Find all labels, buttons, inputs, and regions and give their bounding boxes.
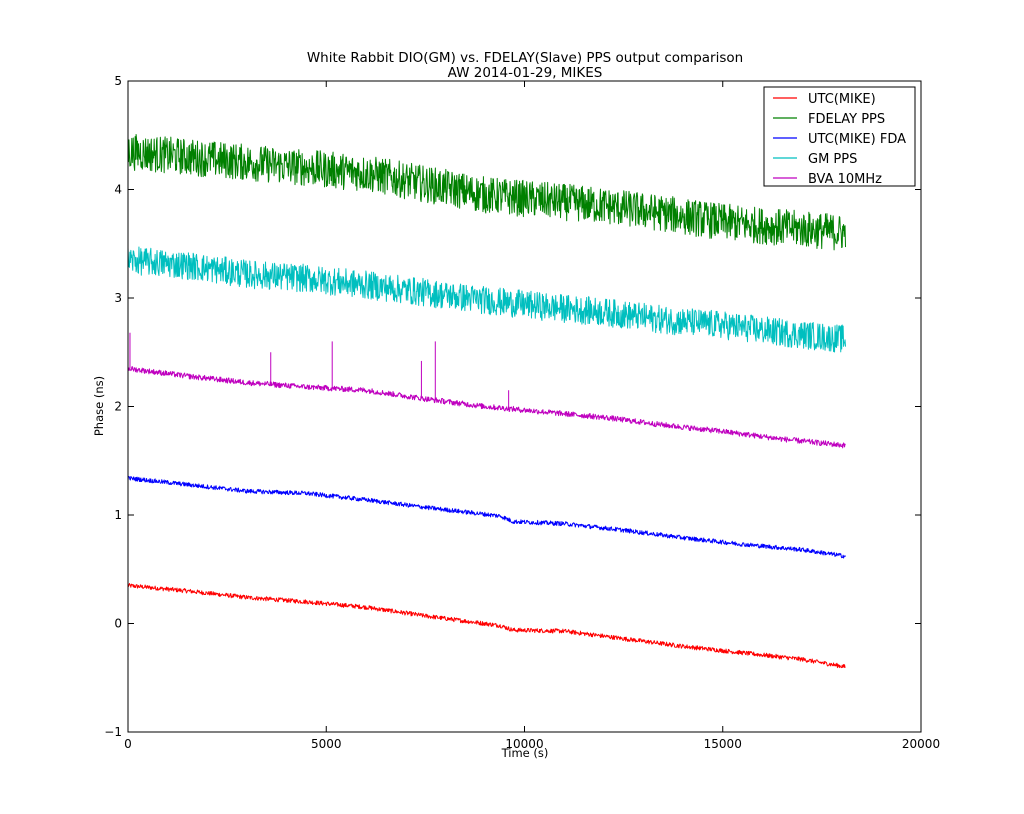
y-tick-label: 5 (114, 74, 122, 88)
y-tick-label: 1 (114, 508, 122, 522)
legend-label: FDELAY PPS (808, 112, 885, 127)
legend-label: GM PPS (808, 152, 857, 167)
x-tick-label: 20000 (902, 737, 940, 751)
series-line-2 (127, 475, 846, 559)
legend: UTC(MIKE) FDELAY PPS UTC(MIKE) FDA GM PPS BV… (763, 86, 916, 187)
series-line-4 (127, 366, 846, 449)
series-line-1 (127, 134, 847, 251)
y-tick-label: −1 (104, 725, 122, 739)
x-tick-label: 5000 (311, 737, 342, 751)
plot-area (127, 134, 847, 669)
series-line-3 (127, 246, 847, 353)
y-axis-label: Phase (ns) (92, 376, 106, 436)
y-tick-label: 4 (114, 183, 122, 197)
x-tick-label: 15000 (704, 737, 742, 751)
x-tick-label: 0 (124, 737, 132, 751)
chart-subtitle: AW 2014-01-29, MIKES (448, 65, 603, 81)
y-tick-label: 3 (114, 291, 122, 305)
legend-label: UTC(MIKE) FDA (808, 132, 906, 147)
legend-label: UTC(MIKE) (808, 92, 876, 107)
x-axis-label: Time (s) (501, 746, 549, 760)
x-tick-label: 10000 (505, 737, 543, 751)
legend-label: BVA 10MHz (808, 172, 882, 187)
chart-title: White Rabbit DIO(GM) vs. FDELAY(Slave) P… (307, 50, 743, 66)
legend-box (763, 86, 916, 187)
y-tick-label: 2 (114, 400, 122, 414)
series-line-0 (127, 583, 846, 669)
y-tick-label: 0 (114, 617, 122, 631)
